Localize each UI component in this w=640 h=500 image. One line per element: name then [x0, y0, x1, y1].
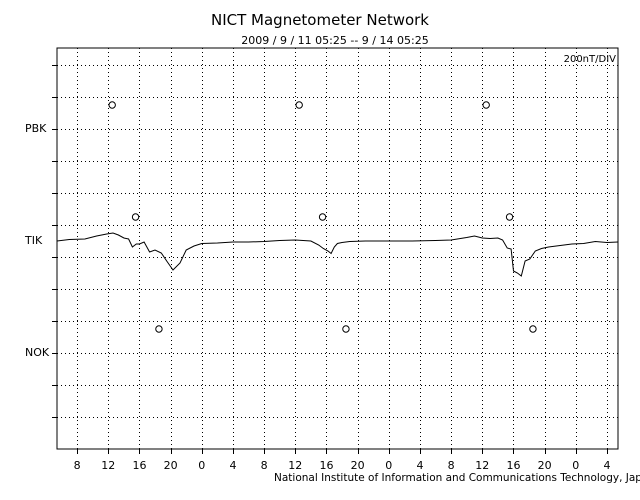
midnight-marker-tik: [131, 213, 140, 221]
x-tick-label: 12: [475, 459, 490, 472]
station-label-pbk: PBK: [25, 122, 47, 135]
x-tick-label: 12: [288, 459, 303, 472]
station-label-tik: TIK: [25, 234, 43, 247]
x-tick-label: 8: [73, 459, 81, 472]
station-label-nok: NOK: [25, 346, 50, 359]
x-tick-label: 20: [163, 459, 178, 472]
x-tick-label: 0: [385, 459, 393, 472]
midnight-marker-tik: [505, 213, 514, 221]
x-tick-label: 0: [572, 459, 580, 472]
midnight-marker-nok: [155, 325, 163, 333]
x-tick-label: 4: [416, 459, 424, 472]
x-tick-label: 20: [537, 459, 552, 472]
midnight-marker-nok: [342, 325, 350, 333]
series-line-tik: [56, 232, 618, 277]
x-tick-label: 8: [447, 459, 455, 472]
axis-ticks: [52, 65, 608, 454]
scale-label: 200nT/DIV: [563, 54, 616, 65]
midnight-marker-tik: [318, 213, 327, 221]
x-tick-label: 12: [101, 459, 116, 472]
x-tick-label: 8: [260, 459, 268, 472]
plot-frame: [56, 47, 619, 450]
chart-title: NICT Magnetometer Network: [210, 11, 429, 29]
x-tick-label: 16: [132, 459, 147, 472]
midnight-markers: [108, 101, 537, 333]
x-tick-label: 16: [319, 459, 334, 472]
x-tick-label: 16: [506, 459, 521, 472]
chart-subtitle: 2009 / 9 / 11 05:25 -- 9 / 14 05:25: [241, 34, 429, 47]
x-tick-label: 0: [198, 459, 206, 472]
midnight-marker-pbk: [295, 101, 303, 109]
x-tick-label: 20: [350, 459, 365, 472]
grid-lines: [57, 48, 618, 449]
x-tick-label: 4: [603, 459, 611, 472]
midnight-marker-nok: [529, 325, 537, 333]
credit-text: National Institute of Information and Co…: [274, 472, 640, 484]
midnight-marker-pbk: [482, 101, 490, 109]
midnight-marker-pbk: [108, 101, 116, 109]
x-tick-label: 4: [229, 459, 237, 472]
